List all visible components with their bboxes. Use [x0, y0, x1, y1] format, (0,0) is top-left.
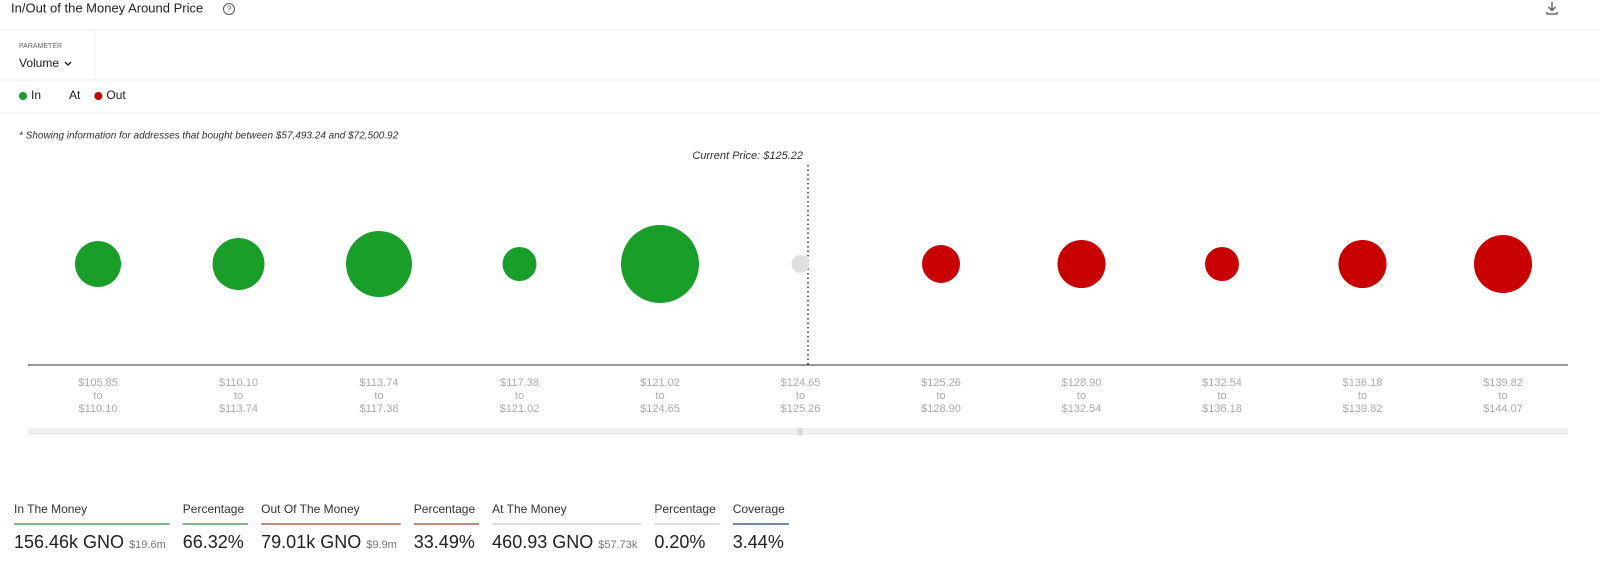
legend-dot [94, 92, 103, 100]
bubble [621, 225, 699, 303]
stat-value: 66.32% [183, 532, 244, 552]
range-joiner: to [234, 390, 243, 402]
range-high: $125.26 [781, 403, 821, 415]
range-high: $132.54 [1062, 403, 1102, 415]
legend-dot [19, 92, 27, 100]
parameter-value[interactable]: Volume [19, 56, 59, 70]
bubble [922, 245, 960, 283]
bubble [791, 255, 810, 273]
range-joiner: to [1498, 390, 1507, 402]
stat-label: In The Money [14, 502, 87, 516]
stat-value: 0.20% [654, 532, 705, 552]
range-high: $113.74 [219, 403, 258, 415]
range-joiner: to [1217, 390, 1226, 402]
range-low: $136.18 [1343, 377, 1383, 389]
range-joiner: to [1358, 390, 1367, 402]
range-high: $139.82 [1343, 403, 1383, 415]
bubble [502, 247, 537, 281]
stat-value: 156.46k GNO [14, 532, 124, 552]
range-low: $125.26 [921, 377, 961, 389]
range-low: $132.54 [1202, 377, 1242, 389]
range-joiner: to [796, 390, 805, 402]
stat-label: Coverage [733, 502, 785, 516]
bubble [1473, 234, 1533, 294]
range-low: $113.74 [360, 377, 399, 389]
stat-value: 79.01k GNO [261, 532, 361, 552]
current-price-label: Current Price: $125.22 [692, 150, 803, 162]
note: * Showing information for addresses that… [19, 131, 399, 142]
range-joiner: to [936, 390, 945, 402]
range-low: $110.10 [219, 377, 258, 389]
scroll-handle[interactable]: ||| [797, 429, 803, 436]
range-joiner: to [1077, 390, 1086, 402]
stat-value: 460.93 GNO [492, 532, 593, 552]
range-high: $117.38 [360, 403, 399, 415]
range-low: $139.82 [1483, 377, 1523, 389]
bubble [1057, 239, 1106, 289]
stat-value: 3.44% [733, 532, 784, 552]
range-joiner: to [655, 390, 664, 402]
help-icon[interactable]: ? [223, 3, 235, 15]
title: In/Out of the Money Around Price [11, 0, 203, 15]
range-joiner: to [93, 390, 102, 402]
range-high: $128.90 [921, 403, 961, 415]
parameter-label: PARAMETER [19, 43, 62, 50]
stat-value: 33.49% [414, 532, 475, 552]
range-joiner: to [515, 390, 524, 402]
range-high: $136.18 [1202, 403, 1242, 415]
range-low: $117.38 [500, 377, 539, 389]
bubble [74, 240, 122, 288]
stat-label: Percentage [183, 502, 245, 516]
bubble [1205, 247, 1239, 281]
range-high: $110.10 [79, 403, 118, 415]
legend-label[interactable]: Out [106, 88, 126, 102]
stat-sub: $19.6m [129, 539, 166, 551]
range-low: $105.85 [78, 377, 118, 389]
bubble [212, 238, 265, 290]
stat-label: Percentage [654, 502, 716, 516]
parameter-dropdown[interactable]: Volume [19, 56, 72, 70]
download-icon[interactable] [1546, 2, 1558, 15]
range-low: $121.02 [640, 377, 680, 389]
bubble [1338, 239, 1387, 289]
legend-label[interactable]: In [31, 88, 41, 102]
range-high: $121.02 [500, 403, 540, 415]
legend-label[interactable]: At [69, 88, 81, 102]
stat-label: At The Money [492, 502, 566, 516]
stat-label: Out Of The Money [261, 502, 360, 516]
range-low: $124.65 [781, 377, 821, 389]
stat-sub: $57.73k [598, 539, 638, 551]
range-high: $124.65 [640, 403, 680, 415]
bubble [346, 231, 412, 297]
svg-text:?: ? [227, 5, 232, 14]
range-high: $144.07 [1483, 403, 1523, 415]
scrollbar[interactable] [28, 428, 1568, 435]
stat-sub: $9.9m [366, 539, 397, 551]
range-joiner: to [374, 390, 383, 402]
range-low: $128.90 [1062, 377, 1102, 389]
stat-label: Percentage [414, 502, 476, 516]
